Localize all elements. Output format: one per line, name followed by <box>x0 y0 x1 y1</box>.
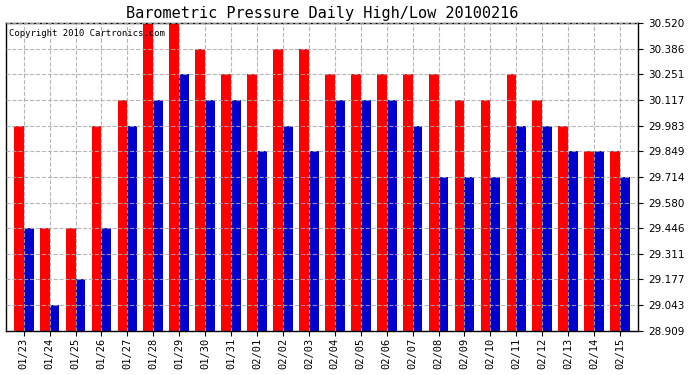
Bar <box>23 228 34 330</box>
Bar <box>128 126 137 330</box>
Title: Barometric Pressure Daily High/Low 20100216: Barometric Pressure Daily High/Low 20100… <box>126 6 518 21</box>
Bar <box>153 100 164 330</box>
Bar <box>480 100 491 330</box>
Bar <box>428 75 439 330</box>
Bar <box>325 75 335 330</box>
Bar <box>117 100 128 330</box>
Bar <box>568 151 578 330</box>
Bar <box>257 151 267 330</box>
Bar <box>50 305 59 330</box>
Bar <box>247 75 257 330</box>
Bar <box>361 100 371 330</box>
Bar <box>351 75 361 330</box>
Bar <box>413 126 422 330</box>
Bar <box>594 151 604 330</box>
Bar <box>542 126 552 330</box>
Bar <box>335 100 345 330</box>
Bar <box>14 126 23 330</box>
Bar <box>620 177 630 330</box>
Bar <box>516 126 526 330</box>
Bar <box>92 126 101 330</box>
Bar <box>283 126 293 330</box>
Bar <box>584 151 594 330</box>
Bar <box>439 177 449 330</box>
Bar <box>377 75 386 330</box>
Bar <box>40 228 50 330</box>
Bar <box>610 151 620 330</box>
Bar <box>231 100 241 330</box>
Bar <box>309 151 319 330</box>
Bar <box>101 228 111 330</box>
Bar <box>403 75 413 330</box>
Bar <box>205 100 215 330</box>
Bar <box>76 279 86 330</box>
Bar <box>221 75 231 330</box>
Bar <box>386 100 397 330</box>
Text: Copyright 2010 Cartronics.com: Copyright 2010 Cartronics.com <box>9 29 165 38</box>
Bar <box>533 100 542 330</box>
Bar <box>506 75 516 330</box>
Bar <box>464 177 474 330</box>
Bar <box>455 100 464 330</box>
Bar <box>558 126 568 330</box>
Bar <box>170 23 179 330</box>
Bar <box>299 49 309 330</box>
Bar <box>491 177 500 330</box>
Bar <box>66 228 76 330</box>
Bar <box>195 49 205 330</box>
Bar <box>273 49 283 330</box>
Bar <box>144 23 153 330</box>
Bar <box>179 75 189 330</box>
